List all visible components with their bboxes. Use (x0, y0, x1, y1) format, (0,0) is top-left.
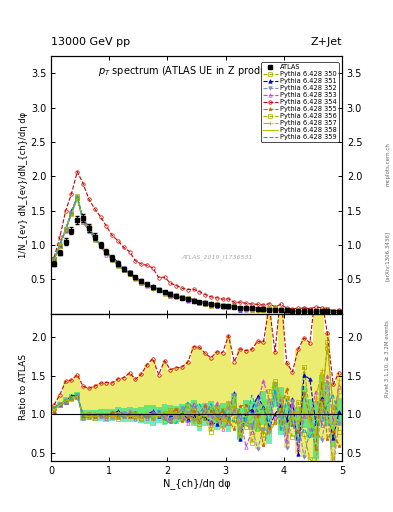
Text: Rivet 3.1.10, ≥ 3.2M events: Rivet 3.1.10, ≥ 3.2M events (385, 320, 390, 397)
Text: [arXiv:1306.3436]: [arXiv:1306.3436] (385, 231, 390, 281)
Y-axis label: Ratio to ATLAS: Ratio to ATLAS (19, 354, 28, 420)
Text: 13000 GeV pp: 13000 GeV pp (51, 37, 130, 47)
X-axis label: N_{ch}/dη dφ: N_{ch}/dη dφ (163, 478, 230, 489)
Y-axis label: 1/N_{ev} dN_{ev}/dN_{ch}/dη dφ: 1/N_{ev} dN_{ev}/dN_{ch}/dη dφ (19, 112, 28, 258)
Text: mcplots.cern.ch: mcplots.cern.ch (385, 142, 390, 186)
Text: Z+Jet: Z+Jet (310, 37, 342, 47)
Legend: ATLAS, Pythia 6.428 350, Pythia 6.428 351, Pythia 6.428 352, Pythia 6.428 353, P: ATLAS, Pythia 6.428 350, Pythia 6.428 35… (261, 62, 339, 142)
Text: ATLAS_2019_I1736531: ATLAS_2019_I1736531 (181, 254, 253, 260)
Text: $p_{T}$ spectrum (ATLAS UE in Z production): $p_{T}$ spectrum (ATLAS UE in Z producti… (98, 64, 295, 78)
